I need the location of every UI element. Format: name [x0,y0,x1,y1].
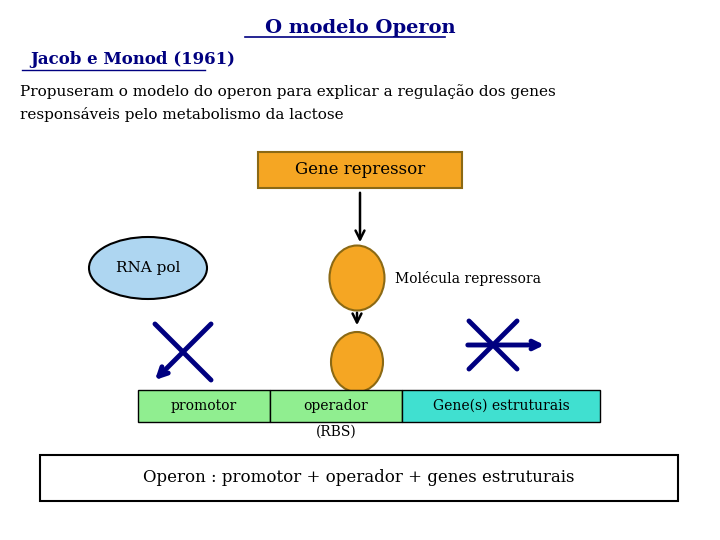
Text: Molécula repressora: Molécula repressora [395,271,541,286]
Text: Propuseram o modelo do operon para explicar a regulação dos genes: Propuseram o modelo do operon para expli… [20,85,556,99]
Text: Jacob e Monod (1961): Jacob e Monod (1961) [30,51,235,69]
Ellipse shape [331,332,383,392]
Text: promotor: promotor [171,399,237,413]
Text: RNA pol: RNA pol [116,261,180,275]
Bar [402,390,600,422]
Bar [270,390,402,422]
Text: responsáveis pelo metabolismo da lactose: responsáveis pelo metabolismo da lactose [20,107,343,123]
Text: Operon : promotor + operador + genes estruturais: Operon : promotor + operador + genes est… [143,469,575,487]
Ellipse shape [89,237,207,299]
Text: O modelo Operon: O modelo Operon [265,19,455,37]
Bar [138,390,270,422]
Text: (RBS): (RBS) [315,425,356,439]
FancyBboxPatch shape [40,455,678,501]
Text: Gene repressor: Gene repressor [295,161,425,179]
Ellipse shape [330,246,384,310]
Text: operador: operador [304,399,369,413]
FancyBboxPatch shape [258,152,462,188]
Text: Gene(s) estruturais: Gene(s) estruturais [433,399,570,413]
